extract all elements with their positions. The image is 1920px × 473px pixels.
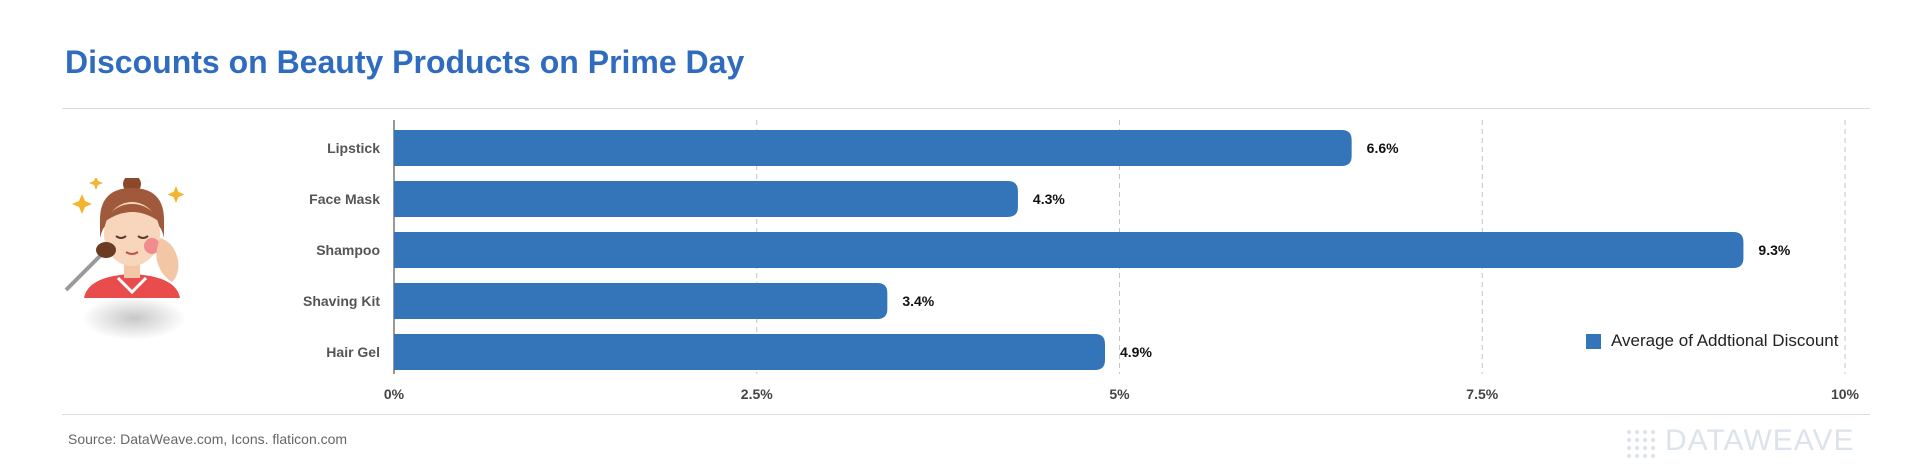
x-tick-label: 10%: [1831, 386, 1860, 402]
x-tick-label: 2.5%: [741, 386, 773, 402]
legend: Average of Addtional Discount: [1586, 330, 1838, 352]
dataweave-logo: DATAWEAVE: [1625, 422, 1873, 462]
category-label: Hair Gel: [326, 344, 380, 360]
logo-dots-icon: [1627, 430, 1655, 458]
bar: [394, 130, 1352, 166]
category-label: Shaving Kit: [303, 293, 380, 309]
x-tick-label: 0%: [384, 386, 405, 402]
data-label: 3.4%: [902, 293, 934, 309]
bar: [394, 283, 888, 319]
x-tick-label: 7.5%: [1466, 386, 1498, 402]
category-label: Face Mask: [309, 191, 380, 207]
bar: [394, 334, 1105, 370]
data-label: 9.3%: [1758, 242, 1790, 258]
bar: [394, 181, 1018, 217]
bottom-divider: [62, 414, 1870, 415]
brand-wordmark: DATAWEAVE: [1665, 424, 1855, 457]
data-label: 4.3%: [1033, 191, 1065, 207]
category-label: Lipstick: [327, 140, 380, 156]
x-tick-label: 5%: [1109, 386, 1130, 402]
bar: [394, 232, 1744, 268]
top-divider: [62, 108, 1870, 109]
chart-title: Discounts on Beauty Products on Prime Da…: [65, 44, 745, 80]
source-note: Source: DataWeave.com, Icons. flaticon.c…: [68, 431, 348, 447]
legend-label: Average of Addtional Discount: [1611, 331, 1839, 350]
woman-applying-makeup-icon: [62, 175, 212, 348]
data-label: 6.6%: [1367, 140, 1399, 156]
data-label: 4.9%: [1120, 344, 1152, 360]
category-label: Shampoo: [316, 242, 380, 258]
legend-swatch: [1586, 333, 1601, 349]
